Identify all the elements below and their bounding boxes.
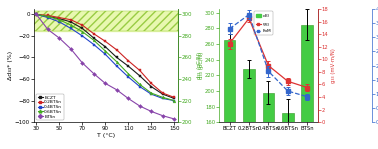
0.6BTSn <box>103 50 107 52</box>
BCZT <box>91 37 96 39</box>
0.6BTSn <box>91 39 96 41</box>
0.6BTSn <box>68 24 73 26</box>
Line: 0.6BTSn: 0.6BTSn <box>35 13 176 102</box>
0.2BTSn <box>126 60 130 62</box>
0.4BTSn <box>91 44 96 45</box>
BCZT <box>57 18 62 20</box>
Bar <box>263 93 274 149</box>
0.6BTSn <box>149 92 153 94</box>
0.4BTSn <box>160 98 165 99</box>
BCZT <box>138 75 142 77</box>
0.6BTSn <box>57 19 62 21</box>
0.6BTSn <box>34 13 39 15</box>
0.6BTSn <box>80 31 85 32</box>
0.2BTSn <box>68 19 73 21</box>
0.4BTSn <box>34 13 39 15</box>
BCZT <box>149 86 153 87</box>
0.2BTSn <box>57 17 62 18</box>
0.2BTSn <box>172 97 177 98</box>
BTSn <box>91 73 96 74</box>
0.2BTSn <box>103 40 107 42</box>
0.6BTSn <box>45 16 50 17</box>
0.6BTSn <box>126 73 130 74</box>
BCZT <box>68 21 73 23</box>
Legend: d$_{33}$, g$_{33}$, FoM: d$_{33}$, g$_{33}$, FoM <box>254 11 273 35</box>
Line: 0.2BTSn: 0.2BTSn <box>35 13 176 99</box>
X-axis label: T (°C): T (°C) <box>97 133 115 138</box>
0.6BTSn <box>160 97 165 98</box>
0.2BTSn <box>160 92 165 94</box>
Line: BCZT: BCZT <box>35 13 176 100</box>
BTSn <box>149 111 153 112</box>
0.4BTSn <box>57 21 62 23</box>
BTSn <box>115 89 119 91</box>
Bar <box>282 113 294 149</box>
Y-axis label: d$_{33}$ (pC/N): d$_{33}$ (pC/N) <box>195 51 204 80</box>
0.4BTSn <box>103 53 107 55</box>
BTSn <box>68 48 73 50</box>
Legend: BCZT, 0.2BTSn, 0.4BTSn, 0.6BTSn, BTSn: BCZT, 0.2BTSn, 0.4BTSn, 0.6BTSn, BTSn <box>36 94 64 120</box>
0.6BTSn <box>115 61 119 63</box>
Bar <box>224 40 235 149</box>
0.2BTSn <box>91 33 96 35</box>
BCZT <box>103 46 107 48</box>
0.4BTSn <box>126 76 130 78</box>
BTSn <box>126 98 130 99</box>
BTSn <box>103 82 107 84</box>
0.4BTSn <box>45 17 50 18</box>
0.4BTSn <box>80 35 85 37</box>
0.2BTSn <box>34 13 39 15</box>
BTSn <box>160 115 165 117</box>
BTSn <box>57 37 62 39</box>
BTSn <box>138 105 142 107</box>
Line: 0.4BTSn: 0.4BTSn <box>35 13 176 102</box>
0.4BTSn <box>149 93 153 95</box>
Y-axis label: d₃₃ (pC/N): d₃₃ (pC/N) <box>198 52 204 79</box>
0.2BTSn <box>149 82 153 84</box>
0.4BTSn <box>172 100 177 101</box>
BTSn <box>172 118 177 120</box>
0.2BTSn <box>45 14 50 16</box>
Y-axis label: g₃₃ (mV·m/N): g₃₃ (mV·m/N) <box>331 48 336 83</box>
0.6BTSn <box>138 84 142 85</box>
0.2BTSn <box>115 49 119 51</box>
0.6BTSn <box>172 100 177 101</box>
0.4BTSn <box>138 86 142 87</box>
BCZT <box>115 57 119 58</box>
BTSn <box>80 62 85 64</box>
0.4BTSn <box>68 27 73 29</box>
0.2BTSn <box>138 70 142 71</box>
BCZT <box>80 27 85 29</box>
0.4BTSn <box>115 65 119 67</box>
Y-axis label: Δd₃₃* (%): Δd₃₃* (%) <box>8 51 13 80</box>
BCZT <box>34 13 39 15</box>
BCZT <box>126 65 130 67</box>
Line: BTSn: BTSn <box>35 13 176 120</box>
0.2BTSn <box>80 24 85 26</box>
BTSn <box>34 13 39 15</box>
BCZT <box>160 93 165 95</box>
Bar <box>301 25 313 149</box>
BTSn <box>45 29 50 30</box>
BCZT <box>172 98 177 99</box>
BCZT <box>45 16 50 17</box>
Bar <box>243 69 255 149</box>
